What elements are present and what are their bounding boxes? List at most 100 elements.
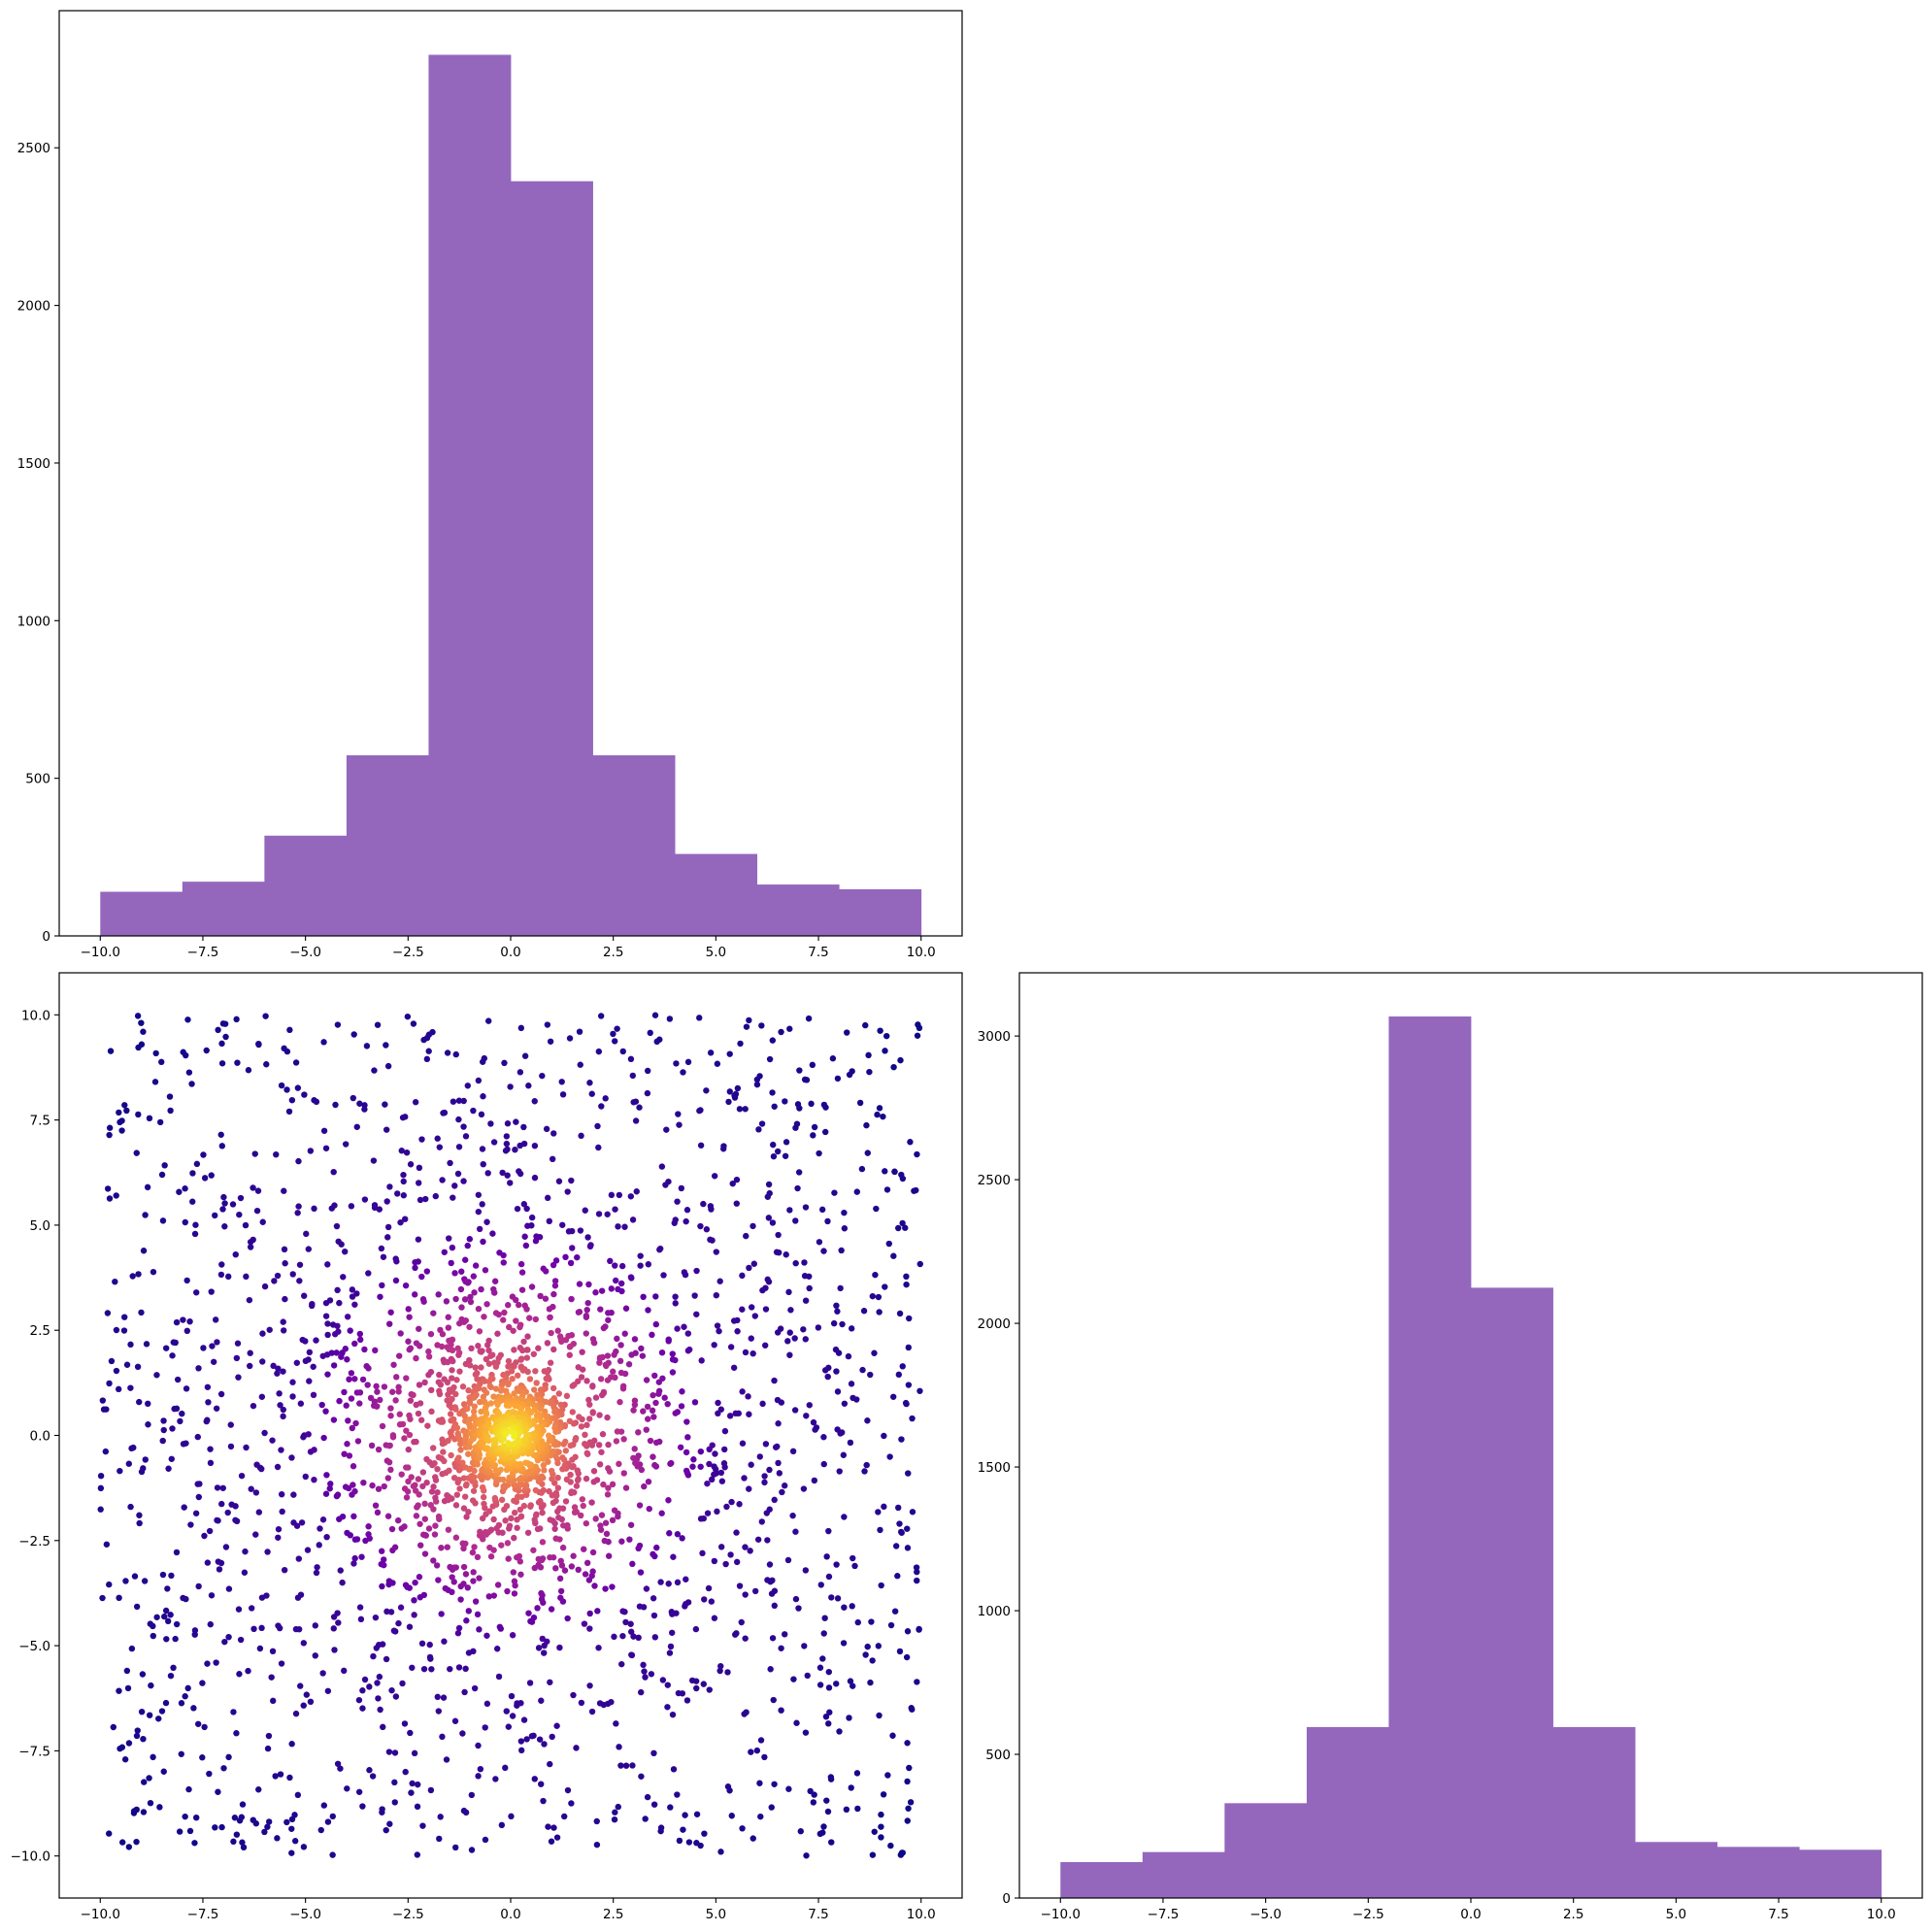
scatter-point <box>517 1738 525 1745</box>
scatter-point <box>898 1436 905 1443</box>
scatter-point <box>643 1377 650 1383</box>
scatter-point <box>891 1168 898 1176</box>
scatter-point <box>450 1098 457 1105</box>
scatter-point <box>352 1419 359 1427</box>
scatter-point <box>866 1068 873 1076</box>
scatter-point <box>599 1431 607 1438</box>
scatter-point <box>421 1516 428 1522</box>
scatter-point <box>341 1388 348 1396</box>
scatter-point <box>392 1693 400 1700</box>
scatter-point <box>545 1823 551 1830</box>
scatter-point <box>420 1665 428 1673</box>
scatter-point <box>163 1636 170 1643</box>
scatter-point <box>662 1182 669 1188</box>
scatter-point <box>674 1791 681 1798</box>
scatter-point <box>505 1555 512 1562</box>
scatter-point <box>125 1844 133 1850</box>
scatter-point <box>97 1472 105 1480</box>
scatter-point <box>289 1393 296 1400</box>
scatter-point <box>533 1380 540 1386</box>
scatter-point <box>388 1525 396 1533</box>
scatter-point <box>884 1772 891 1779</box>
scatter-point <box>547 1314 553 1321</box>
scatter-point <box>479 1201 485 1208</box>
scatter-point <box>646 1505 652 1513</box>
scatter-point <box>146 1115 153 1122</box>
scatter-point <box>319 1670 326 1677</box>
scatter-point <box>472 1262 480 1269</box>
scatter-point <box>448 1341 454 1349</box>
scatter-point <box>248 1605 255 1612</box>
scatter-point <box>294 1084 302 1091</box>
scatter-point <box>324 1261 331 1268</box>
scatter-point <box>150 1753 156 1761</box>
scatter-point <box>613 1720 619 1727</box>
x-tick-label: 7.5 <box>1768 1907 1788 1922</box>
scatter-point <box>807 1787 814 1795</box>
scatter-point <box>800 1326 807 1333</box>
scatter-point <box>806 1402 813 1409</box>
scatter-point <box>530 1350 538 1357</box>
scatter-point <box>595 1048 603 1055</box>
x-tick-label: −5.0 <box>1249 1907 1282 1922</box>
scatter-point <box>435 1577 442 1583</box>
scatter-point <box>551 1424 558 1432</box>
scatter-point <box>783 1139 790 1146</box>
scatter-point <box>173 1620 181 1628</box>
scatter-point <box>334 1760 342 1767</box>
scatter-point <box>151 1079 159 1085</box>
scatter-point <box>347 1532 354 1539</box>
scatter-point <box>454 1170 462 1178</box>
scatter-point <box>603 1362 610 1370</box>
scatter-point <box>881 1432 887 1440</box>
scatter-point <box>330 1625 337 1632</box>
scatter-point <box>748 1335 754 1342</box>
scatter-point <box>511 1590 518 1597</box>
scatter-point <box>459 1730 466 1737</box>
scatter-point <box>460 1563 468 1571</box>
scatter-point <box>122 1578 129 1584</box>
scatter-point <box>306 1378 313 1384</box>
scatter-point <box>604 1352 612 1359</box>
scatter-point <box>282 1260 288 1267</box>
scatter-point <box>399 1680 406 1687</box>
scatter-point <box>505 1357 513 1365</box>
scatter-point <box>423 1055 431 1063</box>
scatter-point <box>568 1800 575 1807</box>
scatter-point <box>697 1448 705 1455</box>
histogram-bar <box>1224 1803 1308 1898</box>
scatter-point <box>274 1463 282 1471</box>
scatter-point <box>684 1058 692 1066</box>
scatter-point <box>586 1080 593 1086</box>
scatter-point <box>386 1820 393 1827</box>
scatter-point <box>243 1444 250 1451</box>
scatter-point <box>288 1825 295 1832</box>
scatter-point <box>217 1390 225 1398</box>
scatter-point <box>128 1645 136 1652</box>
x-tick-label: −5.0 <box>289 945 321 960</box>
scatter-point <box>853 1188 860 1195</box>
scatter-point <box>523 1205 530 1213</box>
scatter-point <box>559 1522 567 1529</box>
scatter-point <box>762 1306 770 1313</box>
scatter-point <box>134 1727 141 1734</box>
scatter-point <box>522 1242 530 1249</box>
scatter-point <box>277 1402 283 1409</box>
scatter-point <box>795 1605 802 1612</box>
scatter-point <box>669 1711 677 1718</box>
scatter-point <box>502 1148 510 1154</box>
scatter-point <box>576 1281 583 1287</box>
scatter-point <box>784 1556 792 1564</box>
scatter-point <box>841 1209 848 1216</box>
scatter-point <box>176 1188 183 1195</box>
scatter-point <box>782 1152 789 1159</box>
scatter-point <box>583 1475 590 1482</box>
scatter-point <box>611 1507 618 1514</box>
scatter-point <box>475 1343 482 1349</box>
scatter-point <box>204 1559 212 1566</box>
scatter-point <box>907 1139 914 1146</box>
scatter-point <box>585 1416 593 1422</box>
scatter-point <box>756 1453 763 1460</box>
scatter-point <box>611 1038 618 1045</box>
scatter-point <box>500 1259 507 1266</box>
